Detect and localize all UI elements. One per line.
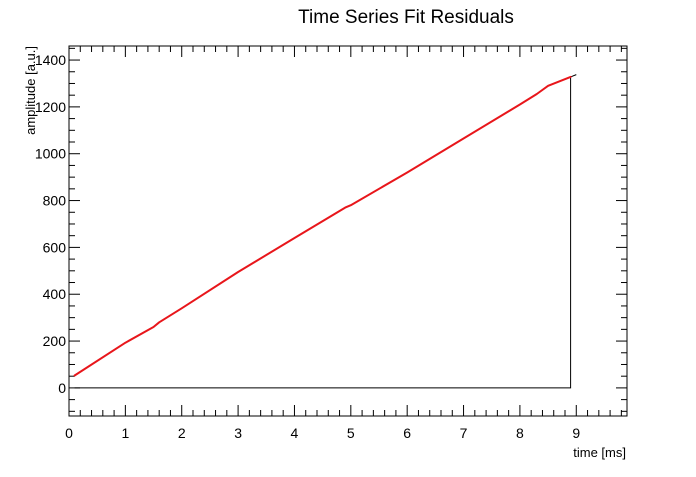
x-tick-label: 6: [403, 425, 411, 441]
x-axis-label: time [ms]: [573, 445, 626, 460]
chart-title: Time Series Fit Residuals: [298, 7, 514, 28]
x-tick-label: 7: [460, 425, 468, 441]
y-tick-label: 800: [43, 193, 67, 209]
x-tick-label: 5: [347, 425, 355, 441]
plot-frame: [68, 45, 628, 417]
graph-outline: [74, 74, 577, 389]
x-tick-label: 3: [234, 425, 242, 441]
y-tick-label: 1200: [35, 99, 66, 115]
series-line: [73, 75, 572, 377]
x-tick-label: 8: [516, 425, 524, 441]
y-axis-label: amplitude [a.u.]: [23, 46, 38, 135]
y-tick-label: 0: [58, 380, 66, 396]
x-tick-label: 9: [572, 425, 580, 441]
x-tick-label: 4: [291, 425, 299, 441]
y-tick-label: 400: [43, 286, 67, 302]
plot-frame-layer: [68, 45, 628, 417]
x-tick-label: 2: [178, 425, 186, 441]
y-tick-label: 1000: [35, 146, 66, 162]
y-tick-label: 600: [43, 239, 67, 255]
y-tick-label: 1400: [35, 52, 66, 68]
axis-ticks-layer: 0 1 2 3 4 5 6 7 8 9 0 200 400 600 800 1000 1200 1400: [35, 46, 627, 441]
x-tick-label: 0: [65, 425, 73, 441]
series-layer: [73, 74, 577, 389]
x-tick-label: 1: [121, 425, 129, 441]
y-tick-label: 200: [43, 333, 67, 349]
